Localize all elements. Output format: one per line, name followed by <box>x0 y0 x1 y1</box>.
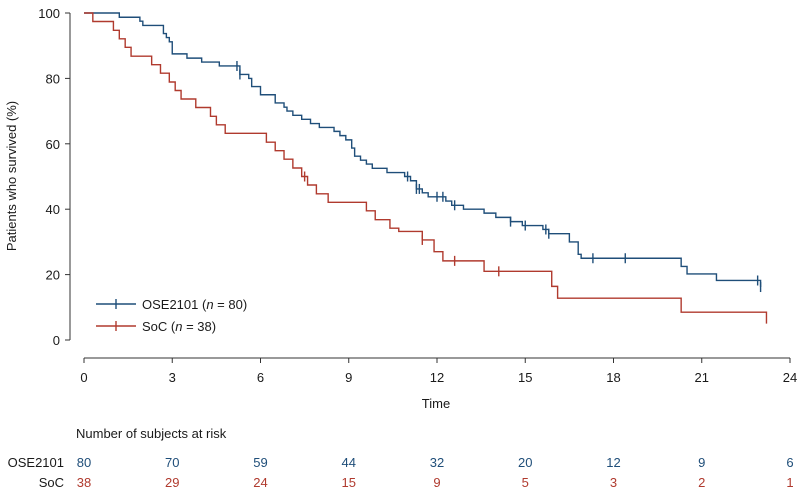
x-tick-label: 3 <box>169 370 176 385</box>
y-axis-label: Patients who survived (%) <box>4 101 19 251</box>
legend-label: SoC (n = 38) <box>142 319 216 334</box>
x-tick-label: 0 <box>80 370 87 385</box>
risk-value: 80 <box>77 455 91 470</box>
risk-value: 1 <box>786 475 793 490</box>
x-tick-label: 6 <box>257 370 264 385</box>
risk-value: 70 <box>165 455 179 470</box>
risk-value: 5 <box>522 475 529 490</box>
legend: OSE2101 (n = 80) SoC (n = 38) <box>96 297 247 334</box>
risk-row-label: SoC <box>39 475 64 490</box>
survival-curve-ose2101 <box>84 12 762 288</box>
risk-value: 12 <box>606 455 620 470</box>
y-tick-label: 100 <box>38 6 60 21</box>
risk-value: 6 <box>786 455 793 470</box>
risk-value: 32 <box>430 455 444 470</box>
x-tick-label: 9 <box>345 370 352 385</box>
survival-curve-soc <box>84 12 768 324</box>
risk-value: 3 <box>610 475 617 490</box>
y-tick-label: 0 <box>53 333 60 348</box>
risk-value: 20 <box>518 455 532 470</box>
y-tick-label: 80 <box>46 71 60 86</box>
x-tick-label: 21 <box>695 370 709 385</box>
x-tick-label: 12 <box>430 370 444 385</box>
risk-value: 38 <box>77 475 91 490</box>
risk-value: 9 <box>698 455 705 470</box>
risk-value: 24 <box>253 475 267 490</box>
legend-label: OSE2101 (n = 80) <box>142 297 247 312</box>
risk-table: Number of subjects at risk OSE2101 80 70 59… <box>8 426 794 490</box>
y-tick-label: 40 <box>46 202 60 217</box>
y-tick-label: 60 <box>46 137 60 152</box>
risk-value: 15 <box>342 475 356 490</box>
x-axis-label: Time <box>422 396 450 411</box>
y-tick-label: 20 <box>46 268 60 283</box>
risk-row-label: OSE2101 <box>8 455 64 470</box>
x-tick-label: 18 <box>606 370 620 385</box>
x-tick-label: 24 <box>783 370 797 385</box>
risk-value: 9 <box>433 475 440 490</box>
x-tick-label: 15 <box>518 370 532 385</box>
risk-value: 29 <box>165 475 179 490</box>
risk-value: 59 <box>253 455 267 470</box>
risk-value: 2 <box>698 475 705 490</box>
risk-table-title: Number of subjects at risk <box>76 426 227 441</box>
risk-value: 44 <box>342 455 356 470</box>
